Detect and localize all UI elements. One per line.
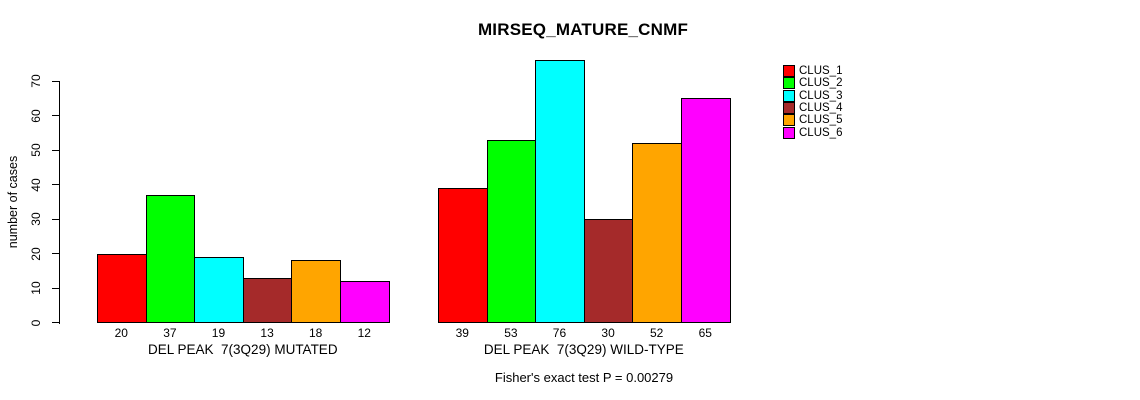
legend-item: CLUS_5 <box>783 114 843 127</box>
bar-value-label: 13 <box>260 326 274 340</box>
legend-label: CLUS_3 <box>799 89 843 102</box>
y-tick-label: 0 <box>29 319 43 326</box>
legend: CLUS_1 CLUS_2 CLUS_3 CLUS_4 CLUS_5 CLUS_6 <box>783 65 842 139</box>
bar-value-label: 20 <box>114 326 128 340</box>
bar-value-label: 12 <box>357 326 371 340</box>
bar-value-label: 39 <box>455 326 469 340</box>
bar-value-label: 76 <box>552 326 567 340</box>
legend-swatch <box>783 77 795 90</box>
bar-clus_3 <box>194 256 244 323</box>
y-tick-label: 20 <box>29 246 43 261</box>
y-tick-label: 40 <box>29 177 43 192</box>
y-tick-mark <box>52 80 59 82</box>
legend-swatch <box>783 102 795 115</box>
y-tick-mark <box>52 253 59 254</box>
chart-title: MIRSEQ_MATURE_CNMF <box>477 20 689 39</box>
y-tick-mark <box>52 115 59 116</box>
legend-label: CLUS_2 <box>799 77 843 90</box>
bar-clus_4 <box>242 277 293 323</box>
bar-value-label: 30 <box>601 326 615 340</box>
legend-item: CLUS_2 <box>783 77 843 90</box>
legend-item: CLUS_4 <box>783 102 843 115</box>
bar-value-label: 53 <box>504 326 518 340</box>
y-tick-label: 60 <box>29 108 43 123</box>
legend-item: CLUS_6 <box>783 126 843 139</box>
y-tick-mark <box>52 218 59 220</box>
legend-item: CLUS_3 <box>783 89 843 102</box>
bar-value-label: 18 <box>309 326 323 340</box>
y-tick-label: 30 <box>29 212 43 226</box>
bar-value-label: 37 <box>163 326 177 340</box>
bar-clus_5 <box>291 260 341 323</box>
bar-clus_6 <box>340 281 390 323</box>
legend-item: CLUS_1 <box>783 65 843 78</box>
legend-label: CLUS_1 <box>799 65 843 78</box>
legend-swatch <box>783 65 795 78</box>
group-label: DEL PEAK 7(3Q29) MUTATED <box>148 342 338 357</box>
bar-clus_4 <box>583 219 634 323</box>
fisher-test-note: Fisher's exact test P = 0.00279 <box>494 370 674 385</box>
y-axis-line <box>59 81 60 324</box>
legend-swatch <box>783 114 795 127</box>
bar-clus_1 <box>438 187 488 323</box>
y-axis-title: number of cases <box>6 155 20 249</box>
group-label: DEL PEAK 7(3Q29) WILD-TYPE <box>483 342 684 357</box>
bar-clus_3 <box>535 60 585 323</box>
bar-value-label: 65 <box>698 326 712 340</box>
legend-label: CLUS_4 <box>799 102 843 115</box>
bar-value-label: 19 <box>211 326 226 340</box>
legend-swatch <box>783 89 795 102</box>
bar-clus_5 <box>632 143 682 323</box>
legend-label: CLUS_5 <box>799 114 843 127</box>
bar-clus_1 <box>97 253 147 323</box>
y-tick-mark <box>52 287 59 289</box>
legend-label: CLUS_6 <box>799 126 843 139</box>
y-tick-label: 50 <box>29 143 43 157</box>
legend-swatch <box>783 126 795 139</box>
y-tick-mark <box>52 322 59 323</box>
y-tick-mark <box>52 184 59 185</box>
y-tick-mark <box>52 149 59 151</box>
bar-clus_6 <box>681 98 731 323</box>
bar-value-label: 52 <box>650 326 664 340</box>
y-tick-label: 70 <box>29 74 43 88</box>
y-tick-label: 10 <box>29 281 43 295</box>
bar-clus_2 <box>145 194 196 323</box>
bar-clus_2 <box>486 139 537 323</box>
